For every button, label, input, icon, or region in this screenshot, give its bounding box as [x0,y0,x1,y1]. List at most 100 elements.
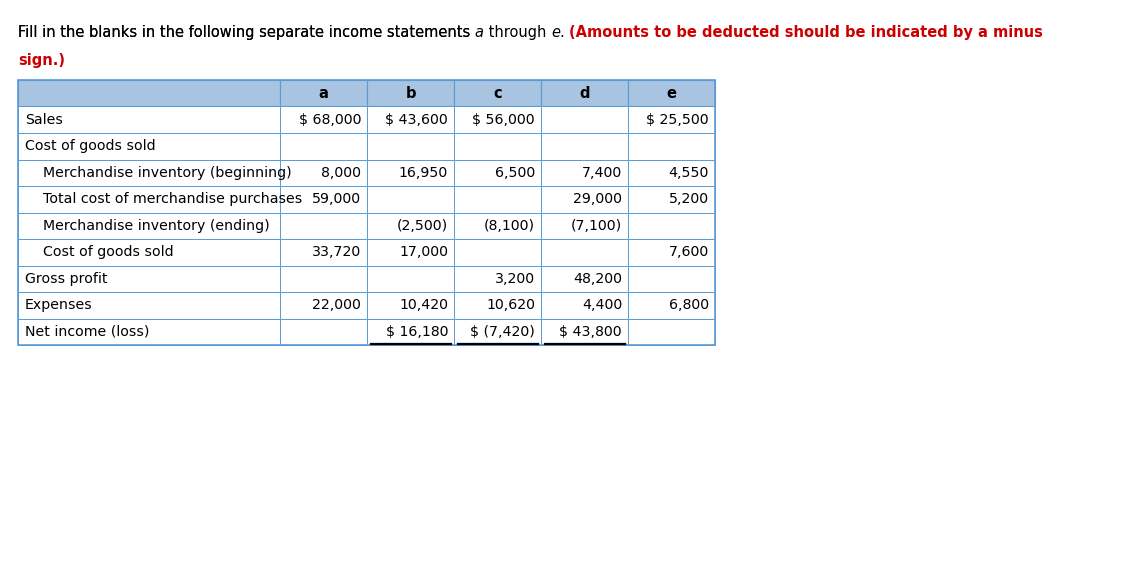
Text: e: e [667,86,677,101]
Bar [628,266,715,292]
Text: $ 68,000: $ 68,000 [299,113,361,126]
Bar [368,319,454,345]
Text: 4,400: 4,400 [582,298,622,312]
Bar [454,80,541,106]
Text: 6,800: 6,800 [669,298,709,312]
Bar [541,319,628,345]
Bar [628,186,715,213]
Text: 7,600: 7,600 [669,246,709,259]
Text: 16,950: 16,950 [399,166,448,180]
Text: 33,720: 33,720 [311,246,361,259]
Bar [18,80,715,345]
Bar [280,80,368,106]
Text: 4,550: 4,550 [669,166,709,180]
Bar [541,80,628,106]
Bar [18,186,280,213]
Bar [280,319,368,345]
Bar [368,186,454,213]
Bar [541,266,628,292]
Bar [18,106,280,133]
Text: d: d [579,86,590,101]
Text: Sales: Sales [25,113,63,126]
Text: 48,200: 48,200 [573,272,622,286]
Bar [454,266,541,292]
Bar [454,292,541,319]
Bar [368,266,454,292]
Bar [280,213,368,239]
Bar [18,292,280,319]
Text: Cost of goods sold: Cost of goods sold [25,246,173,259]
Text: $ 25,500: $ 25,500 [646,113,709,126]
Bar [541,106,628,133]
Text: (Amounts to be deducted should be indicated by a minus: (Amounts to be deducted should be indica… [569,25,1043,40]
Bar [628,106,715,133]
Text: $ 56,000: $ 56,000 [472,113,535,126]
Text: 3,200: 3,200 [495,272,535,286]
Bar [280,106,368,133]
Text: Net income (loss): Net income (loss) [25,325,149,339]
Text: 17,000: 17,000 [399,246,448,259]
Text: 6,500: 6,500 [495,166,535,180]
Bar [541,239,628,266]
Bar [454,319,541,345]
Bar [628,292,715,319]
Bar [454,106,541,133]
Bar [368,213,454,239]
Bar [18,239,280,266]
Text: b: b [406,86,416,101]
Text: 29,000: 29,000 [573,192,622,206]
Text: $ 43,800: $ 43,800 [560,325,622,339]
Text: Merchandise inventory (beginning): Merchandise inventory (beginning) [25,166,291,180]
Text: 10,620: 10,620 [486,298,535,312]
Text: Cost of goods sold: Cost of goods sold [25,139,155,154]
Bar [628,319,715,345]
Bar [541,292,628,319]
Bar [368,292,454,319]
Text: $ 43,600: $ 43,600 [386,113,448,126]
Bar [454,159,541,186]
Bar [18,266,280,292]
Bar [18,80,280,106]
Bar [628,213,715,239]
Bar [18,213,280,239]
Text: Expenses: Expenses [25,298,93,312]
Text: (7,100): (7,100) [571,218,622,233]
Bar [368,80,454,106]
Bar [280,159,368,186]
Text: 22,000: 22,000 [312,298,361,312]
Text: $ 16,180: $ 16,180 [386,325,448,339]
Text: .: . [560,25,569,40]
Text: e: e [551,25,560,40]
Text: a: a [318,86,328,101]
Bar [368,106,454,133]
Text: Merchandise inventory (ending): Merchandise inventory (ending) [25,218,270,233]
Bar [454,133,541,159]
Text: sign.): sign.) [18,53,65,68]
Bar [454,213,541,239]
Bar [18,133,280,159]
Bar [18,319,280,345]
Bar [541,186,628,213]
Bar [18,159,280,186]
Text: 59,000: 59,000 [311,192,361,206]
Bar [628,239,715,266]
Bar [628,133,715,159]
Bar [541,213,628,239]
Text: Total cost of merchandise purchases: Total cost of merchandise purchases [25,192,302,206]
Bar [368,159,454,186]
Bar [368,133,454,159]
Bar [541,159,628,186]
Text: 10,420: 10,420 [399,298,448,312]
Bar [454,239,541,266]
Text: Gross profit: Gross profit [25,272,108,286]
Bar [454,186,541,213]
Bar [368,239,454,266]
Text: c: c [493,86,501,101]
Bar [628,159,715,186]
Bar [280,186,368,213]
Bar [280,239,368,266]
Text: 7,400: 7,400 [582,166,622,180]
Text: Fill in the blanks in the following separate income statements: Fill in the blanks in the following sepa… [18,25,474,40]
Text: 8,000: 8,000 [321,166,361,180]
Text: a: a [474,25,483,40]
